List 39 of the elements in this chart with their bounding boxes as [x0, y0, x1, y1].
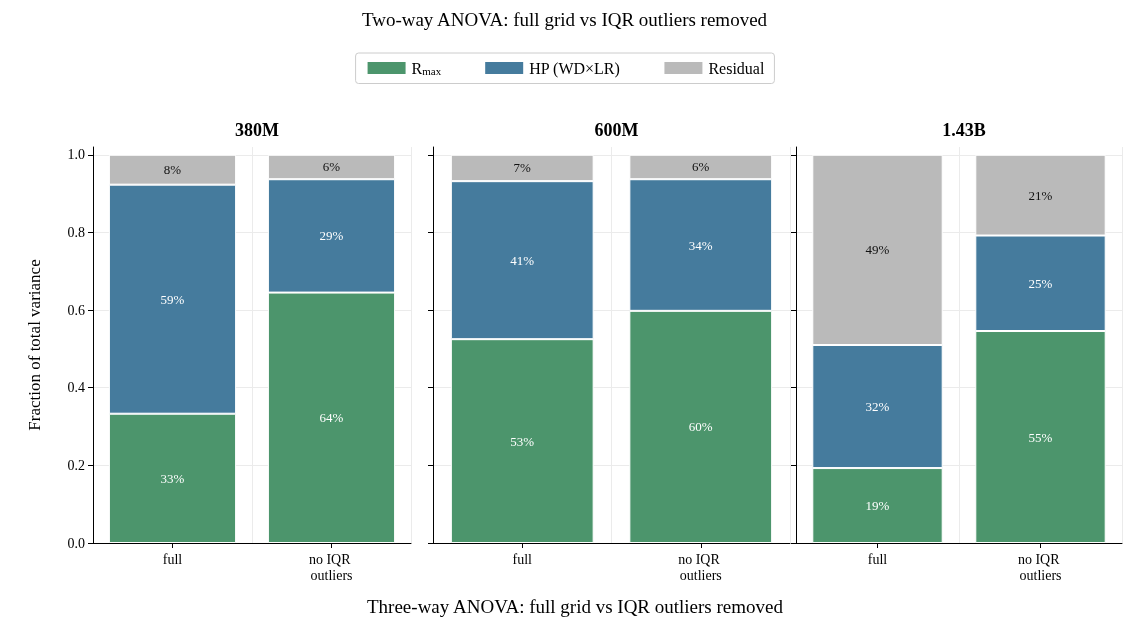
- data-label: 6%: [692, 159, 710, 175]
- y-tick-label: 0.2: [67, 457, 85, 473]
- data-label: 7%: [513, 160, 532, 176]
- x-tick-label: no IQR outliers: [678, 551, 724, 583]
- data-label: 25%: [1028, 275, 1053, 291]
- data-label: 59%: [160, 291, 185, 307]
- data-label: 55%: [1028, 429, 1053, 445]
- y-tick-label: 0.0: [67, 535, 85, 551]
- chart-title: 600M: [594, 120, 639, 140]
- data-label: 34%: [688, 237, 713, 253]
- y-tick-label: 0.8: [67, 224, 85, 240]
- x-tick-label: no IQR outliers: [308, 551, 355, 583]
- data-label: 29%: [319, 228, 344, 244]
- legend-label: Residual: [708, 59, 765, 77]
- data-label: 21%: [1028, 187, 1053, 203]
- x-axis-title: Three-way ANOVA: full grid vs IQR outliers removed: [367, 595, 784, 617]
- data-label: 19%: [865, 498, 890, 514]
- y-tick-label: 0.6: [67, 302, 85, 318]
- data-label: 6%: [322, 159, 341, 175]
- data-label: 33%: [160, 470, 185, 486]
- data-label: 60%: [688, 419, 713, 435]
- chart-title: 380M: [235, 120, 279, 140]
- data-label: 41%: [510, 252, 535, 268]
- y-axis-title: Fraction of total variance: [25, 259, 44, 431]
- data-label: 64%: [319, 410, 344, 426]
- legend-label: HP (WD×LR): [529, 59, 620, 78]
- data-label: 32%: [865, 399, 890, 415]
- y-tick-label: 0.4: [67, 380, 85, 396]
- chart-title: 1.43B: [942, 120, 986, 140]
- x-tick-label: full: [867, 551, 888, 567]
- text: Two-way ANOVA: full grid vs IQR outliers removed: [361, 9, 768, 30]
- data-label: 49%: [865, 242, 890, 258]
- data-label: 53%: [510, 433, 535, 449]
- x-tick-label: full: [512, 551, 533, 567]
- x-tick-label: full: [162, 551, 183, 567]
- x-tick-label: no IQR outliers: [1017, 551, 1064, 583]
- y-tick-label: 1.0: [67, 147, 85, 163]
- legend-label: Rmax: [411, 59, 442, 77]
- data-label: 8%: [163, 162, 182, 178]
